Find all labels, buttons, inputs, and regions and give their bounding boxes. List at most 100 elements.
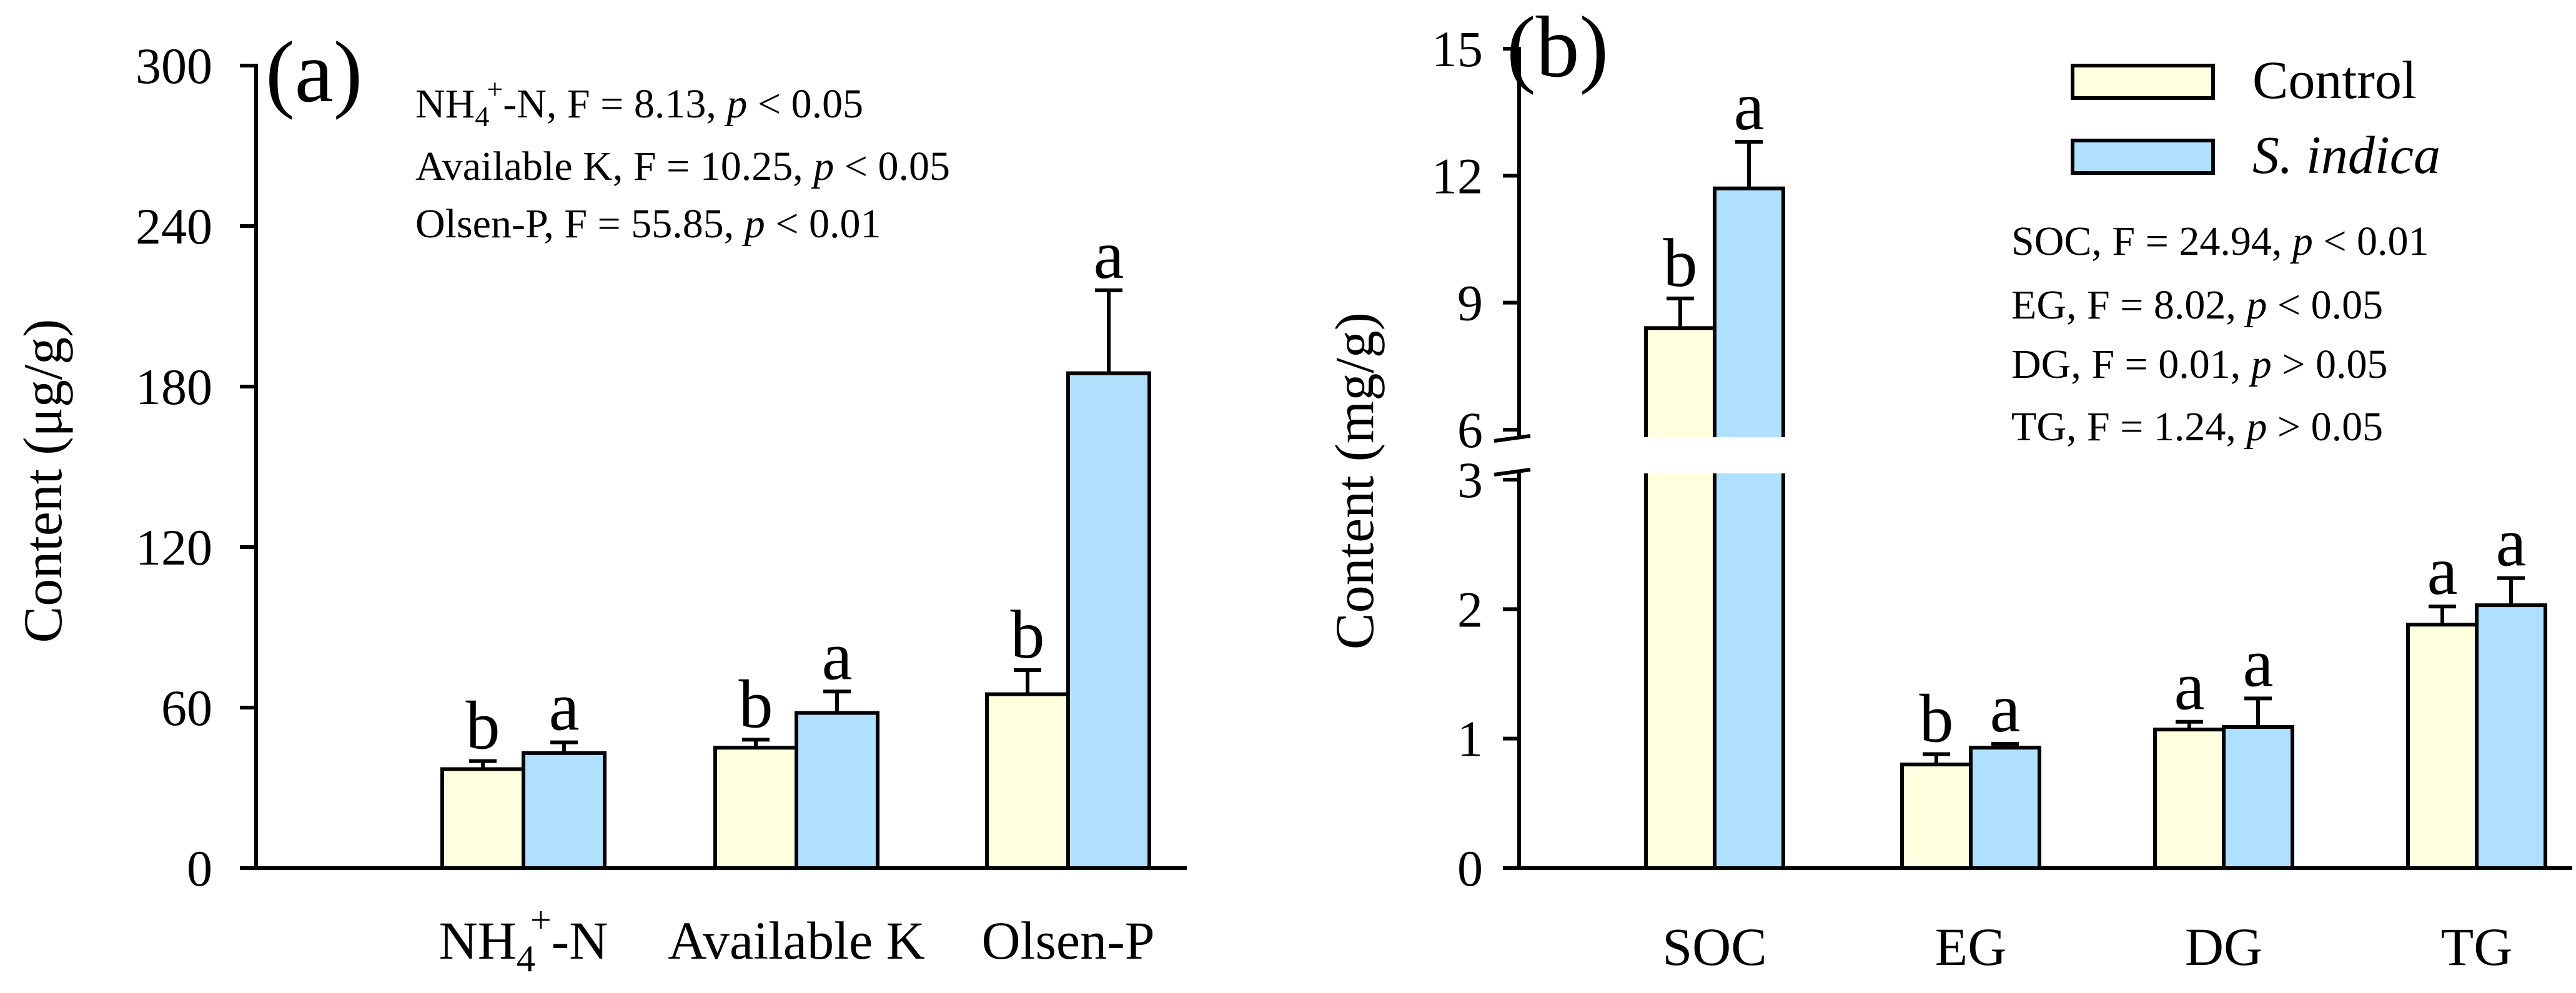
panel-a-xtick-text: NH xyxy=(439,911,517,971)
panel-b-axis-break-mark xyxy=(1494,434,1531,443)
panel-b-ytick-label: 1 xyxy=(1457,711,1483,768)
panel-b-ytick-label: 15 xyxy=(1432,21,1483,77)
panel-a-control-1-letter: b xyxy=(739,666,773,742)
panel-a-ytick-label: 0 xyxy=(187,840,212,897)
panel-a-stat-p: p xyxy=(811,144,834,189)
panel-a-control-2-letter: b xyxy=(1011,596,1045,673)
panel-a-stat-sup: + xyxy=(487,73,503,105)
panel-b-stat-post: > 0.05 xyxy=(2267,404,2383,450)
panel-a-stat-line: Olsen-P, F = 55.85, p < 0.01 xyxy=(415,201,881,247)
panel-a-stat-line: NH4+-N, F = 8.13, p < 0.05 xyxy=(415,73,863,132)
panel-a-stat-pre: Olsen-P, F = 55.85, xyxy=(415,201,745,247)
panel-b-ytick-label: 6 xyxy=(1457,402,1483,458)
panel-b-stat-line: SOC, F = 24.94, p < 0.01 xyxy=(2011,219,2429,264)
panel-b-control-3-bar xyxy=(2406,623,2479,870)
panel-b-axis-break-mark xyxy=(1494,468,1531,477)
panel-b-bar-break-gap xyxy=(1638,437,1791,473)
panel-b-stat-p: p xyxy=(2244,404,2267,450)
panel-a-xtick-text: Olsen-P xyxy=(981,911,1154,971)
panel-a-stat-sub: 4 xyxy=(475,101,489,132)
panel-b-ytick-label: 0 xyxy=(1457,840,1483,897)
panel-a-label: (a) xyxy=(265,24,362,121)
panel-b-sindica-0-letter: a xyxy=(1734,68,1765,144)
panel-a-stat-mid: -N, F = 8.13, xyxy=(503,81,726,127)
panel-b-sindica-1-letter: a xyxy=(1990,670,2021,746)
panel-a-xtick-sub: 4 xyxy=(517,938,535,979)
legend-label-sindica: S. indica xyxy=(2252,125,2440,185)
panel-b-stat-post: > 0.05 xyxy=(2272,342,2388,387)
panel-a-ytick-label: 240 xyxy=(136,198,212,255)
panel-b-stat-pre: SOC, F = 24.94, xyxy=(2011,219,2292,264)
panel-b-sindica-2-letter: a xyxy=(2243,625,2274,701)
panel-b-sindica-3-letter: a xyxy=(2496,505,2527,581)
panel-b-control-1-bar xyxy=(1900,763,1973,870)
panel-a-ytick-label: 180 xyxy=(136,358,212,415)
panel-a-xtick-text: Available K xyxy=(668,911,925,971)
panel-a-stat-post: < 0.05 xyxy=(747,81,863,127)
panel-b-xtick-label: DG xyxy=(2185,917,2262,977)
panel-a-sindica-0-bar xyxy=(522,751,607,870)
panel-b-sindica-1-bar xyxy=(1969,746,2041,871)
panel-a-stat-pre: Available K, F = 10.25, xyxy=(415,144,813,189)
panel-b-xtick-label: SOC xyxy=(1662,917,1766,977)
panel-b-label: (b) xyxy=(1507,0,1608,96)
panel-a-control-1-bar xyxy=(713,746,798,870)
panel-a-stat-p: p xyxy=(742,201,765,247)
panel-b-control-0-letter: b xyxy=(1663,225,1698,301)
panel-a-sindica-1-bar xyxy=(795,711,879,870)
panel-a-xtick-label: NH4+-N xyxy=(439,899,608,979)
panel-b-control-2-bar xyxy=(2153,728,2226,870)
panel-b-ytick-label: 12 xyxy=(1432,147,1483,204)
panel-a-stat-post: < 0.01 xyxy=(765,201,881,247)
legend-swatch-control xyxy=(2071,64,2215,100)
panel-a-ytick-label: 300 xyxy=(136,37,212,94)
panel-a-control-0-bar xyxy=(440,767,525,871)
panel-a-control-2-bar xyxy=(985,692,1070,871)
panel-b-stat-pre: EG, F = 8.02, xyxy=(2011,282,2246,328)
panel-b-stat-pre: DG, F = 0.01, xyxy=(2011,342,2251,387)
panel-b-control-1-letter: b xyxy=(1920,681,1954,757)
panel-b-y-axis-title: Content (mg/g) xyxy=(1325,312,1385,650)
legend-swatch-sindica xyxy=(2071,139,2215,175)
panel-a-ytick-label: 60 xyxy=(161,679,212,736)
panel-b-control-0-bar xyxy=(1644,326,1717,870)
panel-a-sindica-2-letter: a xyxy=(1094,217,1124,293)
panel-a-ytick-label: 120 xyxy=(136,519,212,576)
panel-a-stat-post: < 0.05 xyxy=(834,144,950,189)
legend-label-control: Control xyxy=(2252,50,2417,110)
panel-b-stat-p: p xyxy=(2244,282,2267,328)
panel-a-xtick-label: Available K xyxy=(668,911,925,971)
panel-b-ytick-label: 2 xyxy=(1457,581,1483,638)
panel-b-sindica-0-bar xyxy=(1713,186,1785,871)
panel-a-sindica-1-letter: a xyxy=(822,618,853,694)
panel-b-stat-p: p xyxy=(2290,219,2313,264)
panel-b-stat-line: TG, F = 1.24, p > 0.05 xyxy=(2011,404,2383,450)
panel-a-xtick-tail: -N xyxy=(552,911,608,971)
panel-b-xtick-label: TG xyxy=(2441,917,2513,977)
panel-a-sindica-0-letter: a xyxy=(549,669,580,745)
panel-b-control-2-letter: a xyxy=(2174,648,2205,724)
panel-b-stat-post: < 0.01 xyxy=(2313,219,2429,264)
panel-a-y-axis-title: Content (μg/g) xyxy=(13,319,74,643)
panel-a-sindica-2-bar xyxy=(1066,371,1151,870)
panel-b-control-3-letter: a xyxy=(2427,533,2458,609)
panel-a-xtick-label: Olsen-P xyxy=(981,911,1154,971)
panel-b-ytick-label: 9 xyxy=(1457,275,1483,332)
panel-b-stat-post: < 0.05 xyxy=(2267,282,2383,328)
panel-a-control-0-letter: b xyxy=(466,688,500,764)
panel-b-sindica-3-bar xyxy=(2475,603,2547,870)
panel-b-ytick-label: 3 xyxy=(1457,452,1483,508)
panel-a-stat-p: p xyxy=(724,81,747,127)
panel-b-xtick-label: EG xyxy=(1935,917,2007,977)
panel-b-stat-p: p xyxy=(2249,342,2272,387)
panel-a-stat-pre: NH xyxy=(415,81,475,127)
panel-a-stat-line: Available K, F = 10.25, p < 0.05 xyxy=(415,144,950,189)
panel-b-stat-line: EG, F = 8.02, p < 0.05 xyxy=(2011,282,2383,328)
panel-a-xtick-sup: + xyxy=(530,899,552,941)
panel-b-sindica-2-bar xyxy=(2222,725,2294,871)
panel-b-stat-pre: TG, F = 1.24, xyxy=(2011,404,2246,450)
panel-b-stat-line: DG, F = 0.01, p > 0.05 xyxy=(2011,342,2388,387)
